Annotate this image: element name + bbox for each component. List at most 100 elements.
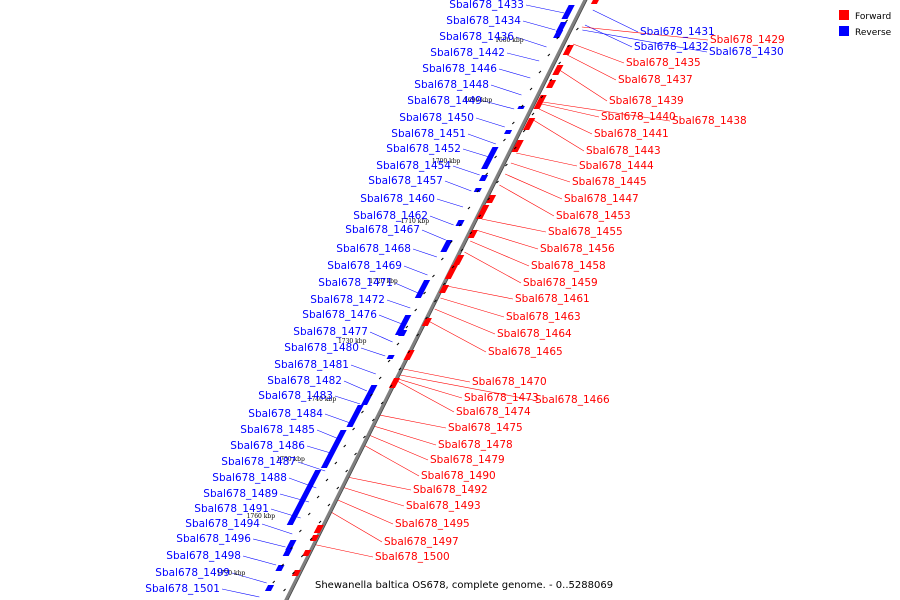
gene-label-forward[interactable]: Sbal678_1500 (375, 551, 450, 563)
gene-label-reverse[interactable]: Sbal678_1489 (203, 488, 278, 500)
gene-label-reverse[interactable]: Sbal678_1499 (155, 567, 230, 579)
gene-label-forward[interactable]: Sbal678_1439 (609, 95, 684, 107)
gene-label-forward[interactable]: Sbal678_1441 (594, 128, 669, 140)
gene-label-forward[interactable]: Sbal678_1470 (472, 376, 547, 388)
gene-label-forward[interactable]: Sbal678_1445 (572, 176, 647, 188)
forward-gene[interactable] (403, 350, 415, 360)
reverse-gene[interactable] (414, 280, 431, 298)
gene-label-forward[interactable]: Sbal678_1435 (626, 57, 701, 69)
gene-label-reverse[interactable]: Sbal678_1452 (386, 143, 461, 155)
forward-gene[interactable] (438, 285, 450, 293)
reverse-gene[interactable] (398, 330, 408, 336)
gene-label-forward[interactable]: Sbal678_1479 (430, 454, 505, 466)
reverse-gene[interactable] (555, 22, 567, 32)
gene-label-reverse[interactable]: Sbal678_1433 (449, 0, 524, 11)
gene-label-reverse[interactable]: Sbal678_1432 (634, 41, 709, 53)
gene-label-reverse[interactable]: Sbal678_1491 (194, 503, 269, 515)
reverse-gene[interactable] (366, 385, 378, 395)
reverse-gene[interactable] (440, 240, 453, 252)
gene-label-reverse[interactable]: Sbal678_1494 (185, 518, 260, 530)
gene-label-reverse[interactable]: Sbal678_1484 (248, 408, 323, 420)
reverse-gene[interactable] (285, 540, 297, 550)
reverse-gene[interactable] (481, 147, 499, 169)
reverse-gene[interactable] (264, 585, 275, 591)
gene-label-reverse[interactable]: Sbal678_1434 (446, 15, 521, 27)
gene-label-reverse[interactable]: Sbal678_1446 (422, 63, 497, 75)
gene-label-reverse[interactable]: Sbal678_1482 (267, 375, 342, 387)
gene-label-forward[interactable]: Sbal678_1473 (464, 392, 539, 404)
gene-label-reverse[interactable]: Sbal678_1442 (430, 47, 505, 59)
gene-label-reverse[interactable]: Sbal678_1450 (399, 112, 474, 124)
reverse-gene[interactable] (386, 355, 395, 359)
gene-label-reverse[interactable]: Sbal678_1498 (166, 550, 241, 562)
forward-gene[interactable] (302, 550, 312, 556)
gene-label-reverse[interactable]: Sbal678_1436 (439, 31, 514, 43)
forward-gene[interactable] (562, 45, 574, 55)
gene-label-reverse[interactable]: Sbal678_1457 (368, 175, 443, 187)
reverse-gene[interactable] (282, 548, 293, 556)
gene-label-forward[interactable]: Sbal678_1461 (515, 293, 590, 305)
gene-label-forward[interactable]: Sbal678_1455 (548, 226, 623, 238)
gene-label-forward[interactable]: Sbal678_1492 (413, 484, 488, 496)
forward-gene[interactable] (485, 195, 497, 203)
reverse-gene[interactable] (361, 395, 373, 405)
reverse-gene[interactable] (561, 5, 575, 19)
gene-label-forward[interactable]: Sbal678_1474 (456, 406, 531, 418)
gene-label-forward[interactable]: Sbal678_1464 (497, 328, 572, 340)
gene-label-reverse[interactable]: Sbal678_1472 (310, 294, 385, 306)
gene-label-reverse[interactable]: Sbal678_1430 (709, 46, 784, 58)
gene-label-reverse[interactable]: Sbal678_1486 (230, 440, 305, 452)
gene-label-reverse[interactable]: Sbal678_1431 (640, 26, 715, 38)
gene-label-forward[interactable]: Sbal678_1466 (535, 394, 610, 406)
gene-label-forward[interactable]: Sbal678_1444 (579, 160, 654, 172)
gene-label-reverse[interactable]: Sbal678_1483 (258, 390, 333, 402)
forward-gene[interactable] (453, 255, 465, 265)
reverse-gene[interactable] (553, 30, 564, 38)
gene-label-reverse[interactable]: Sbal678_1460 (360, 193, 435, 205)
forward-gene[interactable] (590, 0, 599, 4)
gene-label-forward[interactable]: Sbal678_1447 (564, 193, 639, 205)
gene-label-reverse[interactable]: Sbal678_1501 (145, 583, 220, 595)
gene-label-forward[interactable]: Sbal678_1429 (710, 34, 785, 46)
gene-label-reverse[interactable]: Sbal678_1477 (293, 326, 368, 338)
gene-label-forward[interactable]: Sbal678_1453 (556, 210, 631, 222)
gene-label-reverse[interactable]: Sbal678_1487 (221, 456, 296, 468)
gene-label-reverse[interactable]: Sbal678_1451 (391, 128, 466, 140)
reverse-gene[interactable] (320, 430, 347, 468)
forward-gene[interactable] (533, 95, 547, 109)
gene-label-reverse[interactable]: Sbal678_1496 (176, 533, 251, 545)
gene-label-forward[interactable]: Sbal678_1443 (586, 145, 661, 157)
reverse-gene[interactable] (504, 130, 513, 134)
gene-label-reverse[interactable]: Sbal678_1488 (212, 472, 287, 484)
gene-label-reverse[interactable]: Sbal678_1480 (284, 342, 359, 354)
gene-label-reverse[interactable]: Sbal678_1476 (302, 309, 377, 321)
reverse-gene[interactable] (286, 470, 322, 525)
gene-label-forward[interactable]: Sbal678_1463 (506, 311, 581, 323)
forward-gene[interactable] (313, 525, 324, 533)
reverse-gene[interactable] (517, 106, 525, 109)
gene-label-forward[interactable]: Sbal678_1465 (488, 346, 563, 358)
forward-gene[interactable] (421, 318, 432, 326)
forward-gene[interactable] (291, 570, 301, 576)
gene-label-forward[interactable]: Sbal678_1459 (523, 277, 598, 289)
gene-label-forward[interactable]: Sbal678_1495 (395, 518, 470, 530)
gene-label-reverse[interactable]: Sbal678_1485 (240, 424, 315, 436)
gene-label-forward[interactable]: Sbal678_1493 (406, 500, 481, 512)
gene-label-reverse[interactable]: Sbal678_1467 (345, 224, 420, 236)
gene-label-reverse[interactable]: Sbal678_1481 (274, 359, 349, 371)
reverse-gene[interactable] (473, 188, 482, 192)
gene-label-forward[interactable]: Sbal678_1440 (601, 111, 676, 123)
gene-label-reverse[interactable]: Sbal678_1471 (318, 277, 393, 289)
gene-label-forward[interactable]: Sbal678_1478 (438, 439, 513, 451)
reverse-gene[interactable] (394, 315, 412, 335)
forward-gene[interactable] (476, 205, 490, 219)
gene-label-reverse[interactable]: Sbal678_1449 (407, 95, 482, 107)
reverse-gene[interactable] (346, 405, 364, 427)
forward-gene[interactable] (310, 535, 320, 541)
reverse-gene[interactable] (275, 565, 285, 571)
gene-label-forward[interactable]: Sbal678_1456 (540, 243, 615, 255)
reverse-gene[interactable] (455, 220, 465, 226)
gene-label-reverse[interactable]: Sbal678_1462 (353, 210, 428, 222)
gene-label-forward[interactable]: Sbal678_1438 (672, 115, 747, 127)
gene-label-reverse[interactable]: Sbal678_1454 (376, 160, 451, 172)
